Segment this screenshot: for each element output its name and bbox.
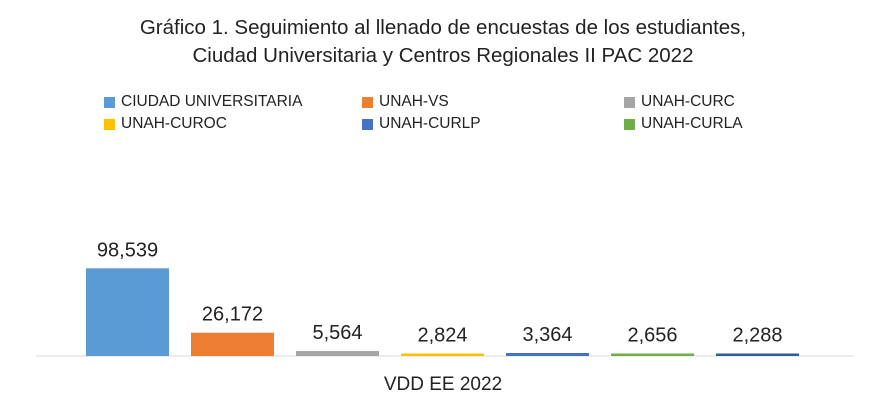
data-label: 3,364 — [522, 324, 572, 346]
bar — [86, 268, 169, 356]
chart-subtitle: Ciudad Universitaria y Centros Regionale… — [192, 44, 694, 67]
legend-item: UNAH-VS — [362, 93, 449, 111]
data-label: 2,288 — [732, 325, 782, 347]
chart-legend: CIUDAD UNIVERSITARIA UNAH-VS UNAH-CURC UNAH… — [104, 93, 804, 137]
bar — [716, 353, 799, 356]
legend-swatch — [624, 118, 635, 130]
legend-swatch — [104, 118, 115, 130]
legend-swatch — [624, 96, 635, 108]
legend-item: UNAH-CUROC — [104, 115, 227, 133]
legend-swatch — [362, 96, 373, 108]
legend-swatch — [362, 118, 373, 130]
data-label: 5,564 — [312, 322, 362, 344]
bars-group — [86, 268, 799, 356]
legend-label: CIUDAD UNIVERSITARIA — [121, 93, 303, 110]
legend-label: UNAH-CUROC — [121, 115, 227, 132]
legend-label: UNAH-VS — [379, 93, 449, 110]
bar — [296, 351, 379, 356]
data-labels-group: 98,539 26,172 5,564 2,824 3,364 2,656 2,288 — [97, 239, 783, 346]
bar — [401, 353, 484, 356]
legend-label: UNAH-CURC — [641, 93, 735, 110]
bar — [611, 353, 694, 356]
legend-label: UNAH-CURLP — [379, 115, 481, 132]
data-label: 2,824 — [417, 324, 467, 346]
chart-title-block: Gráfico 1. Seguimiento al llenado de enc… — [0, 14, 886, 70]
chart-title: Gráfico 1. Seguimiento al llenado de enc… — [139, 16, 747, 39]
x-axis-label: VDD EE 2022 — [383, 374, 503, 395]
bar — [506, 353, 589, 356]
legend-item: UNAH-CURLP — [362, 115, 481, 133]
legend-item: UNAH-CURLA — [624, 115, 743, 133]
data-label: 2,656 — [627, 325, 677, 347]
legend-swatch — [104, 96, 115, 108]
data-label: 98,539 — [97, 239, 158, 261]
data-label: 26,172 — [202, 304, 263, 326]
legend-item: CIUDAD UNIVERSITARIA — [104, 93, 302, 111]
legend-label: UNAH-CURLA — [641, 115, 743, 132]
legend-item: UNAH-CURC — [624, 93, 735, 111]
bar — [191, 332, 274, 356]
